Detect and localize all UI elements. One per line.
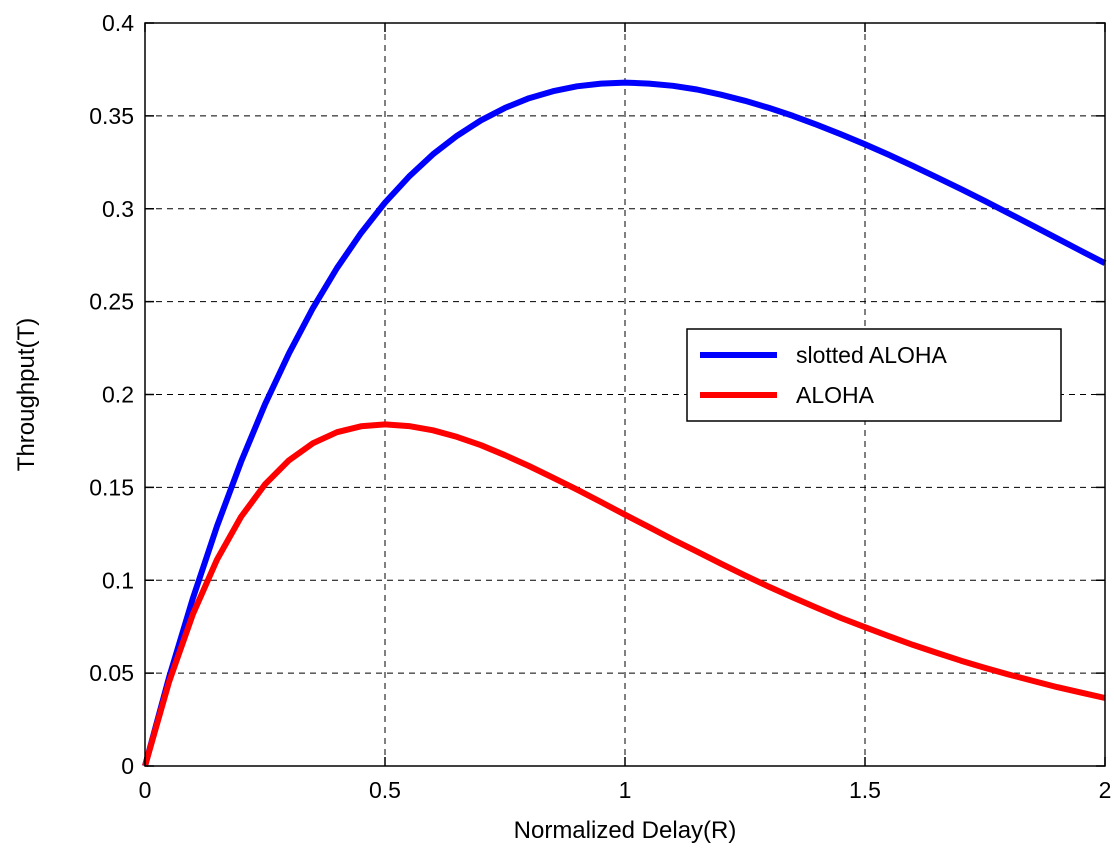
y-tick-label: 0 [121,753,134,779]
y-tick-label: 0.25 [89,289,134,315]
x-tick-label: 0.5 [369,777,401,803]
legend-label-aloha: ALOHA [796,382,875,408]
x-tick-label: 1 [619,777,632,803]
x-axis-label: Normalized Delay(R) [514,817,737,844]
y-axis-label: Throughput(T) [13,318,40,471]
y-tick-label: 0.15 [89,474,134,500]
series-line-aloha [142,421,1106,767]
x-tick-label: 0 [139,777,152,803]
y-tick-label: 0.05 [89,660,134,686]
series-layer [142,79,1107,767]
y-tick-label: 0.35 [89,103,134,129]
y-tick-label: 0.2 [102,382,134,408]
legend: slotted ALOHA ALOHA [686,328,1062,422]
x-tick-label: 1.5 [849,777,881,803]
y-tick-label: 0.3 [102,196,134,222]
legend-box [686,328,1062,422]
y-tick-label: 0.1 [102,567,134,593]
series-line-slotted-aloha [142,79,1107,767]
tick-labels: 0 0.5 1 1.5 2 0 0.05 0.1 0.15 0.2 0.25 0.3 0.35 0.4 [89,10,1111,803]
legend-label-slotted-aloha: slotted ALOHA [796,342,948,368]
ticks [144,22,1106,767]
y-tick-label: 0.4 [102,10,134,36]
x-tick-label: 2 [1099,777,1112,803]
grid [145,23,1105,766]
